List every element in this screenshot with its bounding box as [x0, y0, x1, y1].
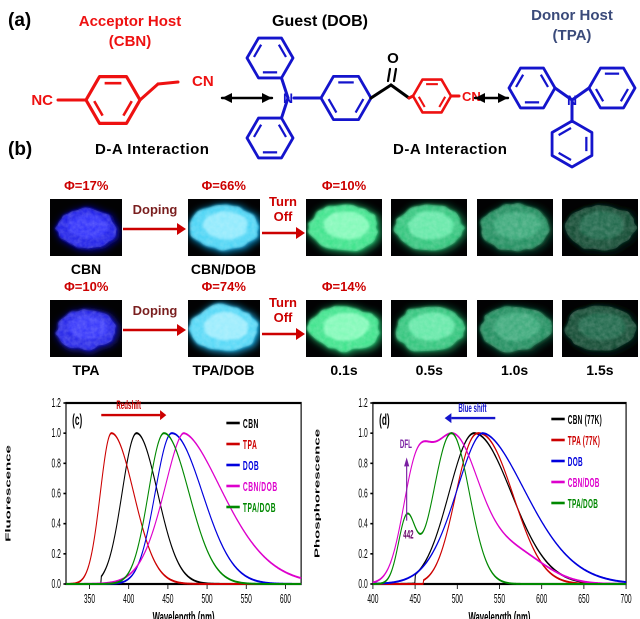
svg-text:0.8: 0.8 [358, 457, 367, 471]
svg-text:Redshift: Redshift [116, 399, 141, 413]
svg-text:500: 500 [452, 593, 463, 607]
svg-text:Phosphorescence: Phosphorescence [312, 428, 321, 558]
svg-text:TPA: TPA [243, 439, 257, 453]
svg-text:450: 450 [162, 593, 173, 607]
svg-text:400: 400 [123, 593, 134, 607]
svg-text:Blue shift: Blue shift [458, 402, 487, 416]
svg-text:600: 600 [280, 593, 291, 607]
svg-text:CBN: CBN [243, 418, 259, 432]
svg-text:0.4: 0.4 [52, 518, 61, 532]
svg-text:450: 450 [410, 593, 421, 607]
svg-text:(c): (c) [72, 410, 82, 429]
svg-text:0.6: 0.6 [358, 487, 367, 501]
svg-text:0.2: 0.2 [52, 548, 61, 562]
svg-text:0.2: 0.2 [358, 548, 367, 562]
svg-text:600: 600 [536, 593, 547, 607]
svg-text:TPA (77K): TPA (77K) [568, 435, 600, 449]
svg-text:500: 500 [201, 593, 212, 607]
svg-text:CBN (77K): CBN (77K) [568, 414, 602, 428]
svg-text:350: 350 [84, 593, 95, 607]
svg-text:CBN/DOB: CBN/DOB [568, 477, 600, 491]
svg-text:Wavelength (nm): Wavelength (nm) [469, 608, 531, 619]
svg-text:1.2: 1.2 [358, 397, 367, 411]
svg-text:DOB: DOB [243, 460, 259, 474]
svg-text:550: 550 [241, 593, 252, 607]
svg-text:(d): (d) [379, 410, 390, 429]
svg-text:TPA/DOB: TPA/DOB [243, 502, 276, 516]
svg-text:0.8: 0.8 [52, 457, 61, 471]
svg-text:0.0: 0.0 [52, 578, 61, 592]
svg-text:1.2: 1.2 [52, 397, 61, 411]
svg-text:Fluorescence: Fluorescence [3, 445, 12, 542]
svg-text:1.0: 1.0 [358, 427, 367, 441]
svg-text:TPA/DOB: TPA/DOB [568, 498, 598, 512]
svg-text:1.0: 1.0 [52, 427, 61, 441]
svg-text:DOB: DOB [568, 456, 583, 470]
svg-text:442: 442 [403, 529, 413, 543]
svg-text:700: 700 [620, 593, 631, 607]
svg-text:0.6: 0.6 [52, 487, 61, 501]
svg-text:Wavelength (nm): Wavelength (nm) [153, 608, 215, 619]
svg-text:650: 650 [578, 593, 589, 607]
svg-text:DFL: DFL [400, 438, 412, 452]
svg-text:550: 550 [494, 593, 505, 607]
svg-text:CBN/DOB: CBN/DOB [243, 481, 278, 495]
svg-text:0.0: 0.0 [358, 578, 367, 592]
svg-text:400: 400 [367, 593, 378, 607]
svg-text:0.4: 0.4 [358, 518, 367, 532]
